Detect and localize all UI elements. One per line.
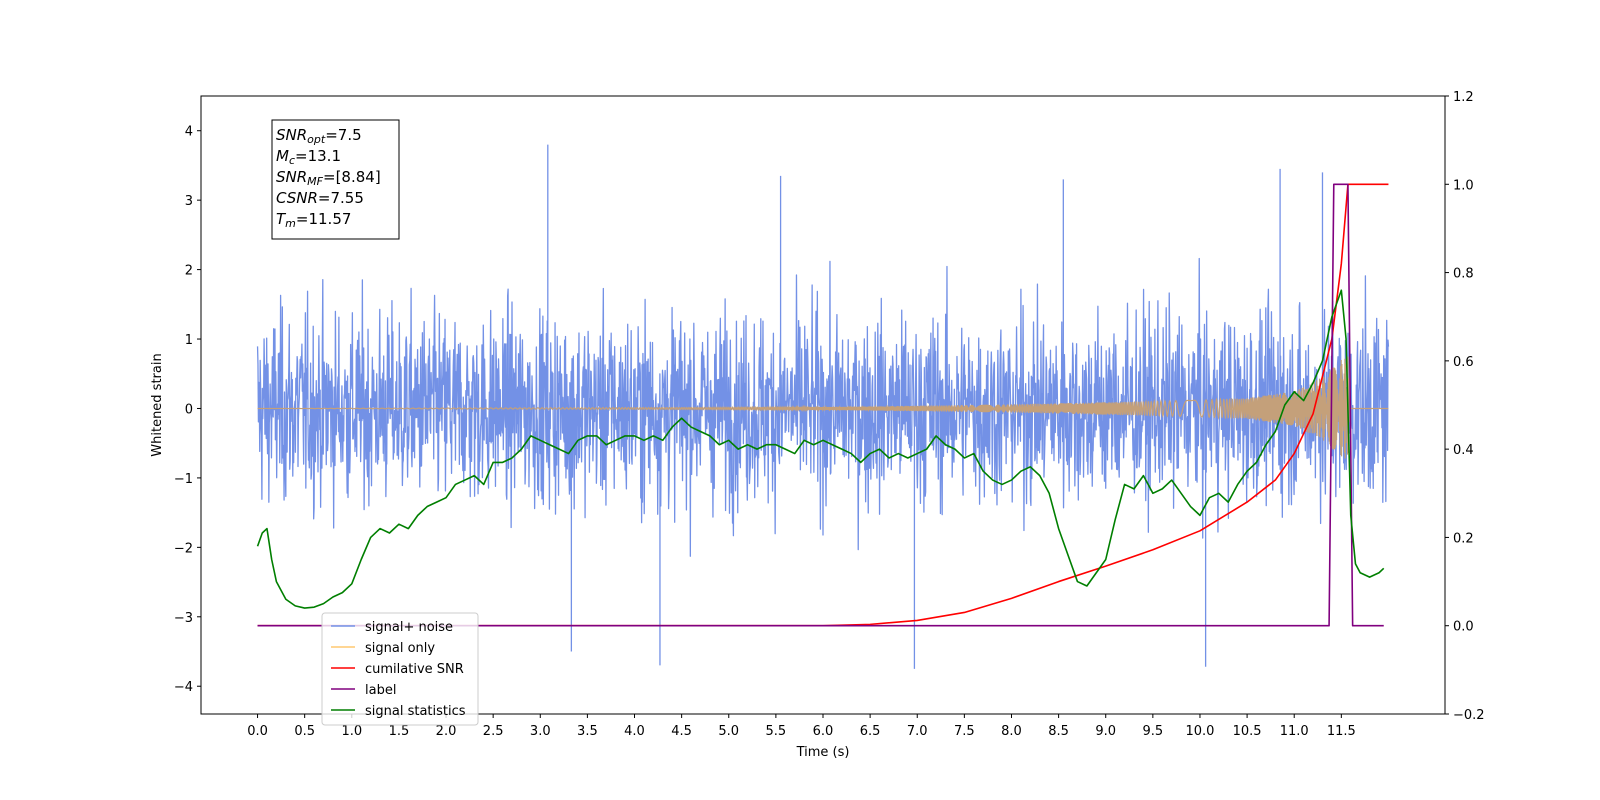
x-axis: 0.0 0.5 1.0 1.5 2.0 2.5 3.0 3.5 4.0 4.5 5.0 5.5 6.0 6… <box>247 714 1356 739</box>
y-left-tick-label: 4 <box>185 125 193 140</box>
y-right-tick-label: 0.4 <box>1453 443 1474 458</box>
x-tick-label: 5.0 <box>718 724 739 739</box>
series-label-line <box>257 183 1384 627</box>
x-tick-label: 10.5 <box>1233 724 1262 739</box>
y-left-tick-label: 1 <box>185 333 193 348</box>
x-tick-label: 4.0 <box>624 724 645 739</box>
y-left-tick-label: −4 <box>174 680 193 695</box>
y-right-tick-label: 0.2 <box>1453 531 1474 546</box>
x-tick-label: 11.0 <box>1280 724 1309 739</box>
x-tick-label: 1.5 <box>389 724 410 739</box>
annotation-frame <box>271 119 400 240</box>
x-tick-label: 8.0 <box>1001 724 1022 739</box>
y-left-tick-label: −3 <box>174 611 193 626</box>
annotation-line: Mc=13.1 <box>276 147 341 167</box>
series-signal-statistics-line <box>256 289 1385 609</box>
x-tick-label: 10.0 <box>1185 724 1214 739</box>
y-axis-left-label: Whitened strain <box>150 353 165 456</box>
x-tick-label: 9.0 <box>1095 724 1116 739</box>
plot-area <box>256 144 1390 669</box>
y-right-tick-label: −0.2 <box>1453 708 1485 723</box>
y-left-tick-label: −2 <box>174 541 193 556</box>
x-tick-label: 5.5 <box>766 724 787 739</box>
legend-label: signal+ noise <box>365 620 453 635</box>
x-tick-label: 7.0 <box>907 724 928 739</box>
x-tick-label: 4.5 <box>671 724 692 739</box>
y-axis-right: 1.2 1.0 0.8 0.6 0.4 0.2 0.0 −0.2 <box>1445 90 1485 723</box>
series-signal-only-line <box>257 356 1389 459</box>
x-tick-label: 3.0 <box>530 724 551 739</box>
annotation-line: Tm=11.57 <box>276 210 351 230</box>
y-left-tick-label: 3 <box>185 194 193 209</box>
x-tick-label: 1.0 <box>341 724 362 739</box>
annotation-line: CSNR=7.55 <box>276 189 364 207</box>
y-right-tick-label: 0.8 <box>1453 267 1474 282</box>
legend-label: cumilative SNR <box>365 662 464 677</box>
x-tick-label: 11.5 <box>1327 724 1356 739</box>
legend-label: signal statistics <box>365 704 466 719</box>
x-tick-label: 0.0 <box>247 724 268 739</box>
x-tick-label: 2.5 <box>483 724 504 739</box>
series-cumilative-snr-line <box>257 183 1389 627</box>
x-tick-label: 8.5 <box>1048 724 1069 739</box>
x-tick-label: 2.0 <box>436 724 457 739</box>
legend: signal+ noise signal only cumilative SNR la… <box>321 612 479 726</box>
annotation-line: SNRopt=7.5 <box>276 126 362 146</box>
y-left-tick-label: 2 <box>185 264 193 279</box>
y-right-tick-label: 0.6 <box>1453 355 1474 370</box>
y-left-tick-label: 0 <box>185 402 193 417</box>
x-tick-label: 9.5 <box>1143 724 1164 739</box>
x-tick-label: 3.5 <box>577 724 598 739</box>
legend-label: signal only <box>365 641 435 656</box>
x-tick-label: 6.0 <box>813 724 834 739</box>
y-right-tick-label: 1.2 <box>1453 90 1474 105</box>
y-left-tick-label: −1 <box>174 472 193 487</box>
x-axis-label: Time (s) <box>796 745 850 760</box>
x-tick-label: 0.5 <box>294 724 315 739</box>
x-tick-label: 6.5 <box>860 724 881 739</box>
legend-frame <box>321 612 479 726</box>
y-axis-left: 4 3 2 1 0 −1 −2 −3 −4 <box>174 125 201 695</box>
y-right-tick-label: 0.0 <box>1453 620 1474 635</box>
x-tick-label: 7.5 <box>954 724 975 739</box>
annotation-line: SNRMF=[8.84] <box>276 168 381 188</box>
series-signal-noise-line <box>256 144 1390 669</box>
y-right-tick-label: 1.0 <box>1453 178 1474 193</box>
legend-label: label <box>365 683 396 698</box>
